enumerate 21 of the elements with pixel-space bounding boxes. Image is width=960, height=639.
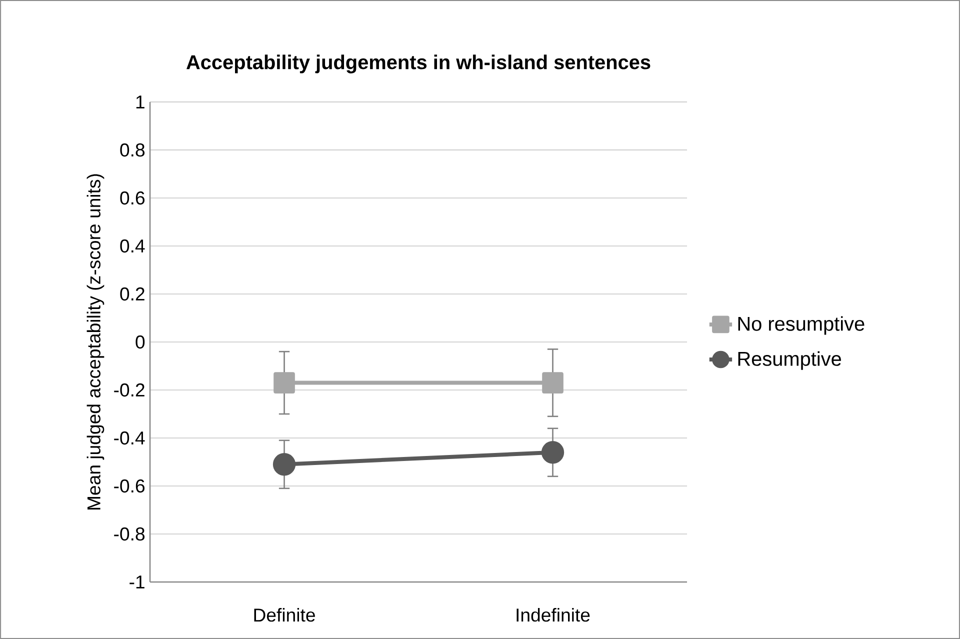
y-tick-label: -0.8 — [114, 527, 145, 541]
y-tick-label: 1 — [136, 96, 144, 108]
y-axis-title: Mean judged acceptability (z-score units) — [86, 174, 104, 510]
y-tick-label: 0.6 — [120, 191, 144, 205]
chart-title: Acceptability judgements in wh-island sentences — [186, 54, 650, 74]
y-tick-label: -1 — [130, 576, 144, 588]
y-tick-label: 0.2 — [120, 287, 144, 301]
legend-label: Resumptive — [738, 351, 841, 370]
point — [272, 453, 296, 476]
x-tick-label: Definite — [254, 608, 315, 622]
y-tick-label: -0.2 — [114, 383, 144, 397]
point — [542, 372, 564, 394]
legend-label: No resumptive — [738, 316, 864, 335]
y-tick-label: -0.6 — [114, 479, 144, 493]
y-tick-label: 0.4 — [120, 239, 145, 253]
x-tick-label: Indefinite — [516, 608, 590, 622]
point — [541, 441, 564, 464]
y-tick-label: 0.8 — [120, 143, 145, 157]
y-tick-label: -0.4 — [114, 431, 145, 445]
y-tick-label: 0 — [136, 335, 145, 349]
point — [274, 372, 295, 394]
